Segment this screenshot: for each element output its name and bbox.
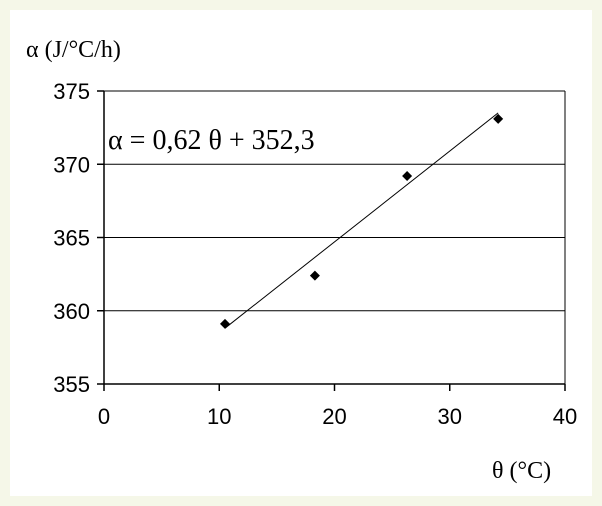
x-tick-label-4: 40 — [553, 404, 577, 429]
y-tick-label-1: 360 — [53, 299, 90, 324]
y-tick-label-3: 370 — [53, 152, 90, 177]
x-tick-label-2: 20 — [322, 404, 346, 429]
tick-labels: 355 360 365 370 375 0 10 20 30 40 — [53, 79, 577, 429]
trendline-equation: α = 0,62 θ + 352,3 — [108, 125, 315, 156]
trendline — [224, 112, 499, 329]
x-axis-label: θ (°C) — [492, 458, 551, 484]
y-axis-label: α (J/°C/h) — [26, 37, 121, 63]
x-tick-label-0: 0 — [98, 404, 110, 429]
data-points — [220, 113, 504, 329]
data-point-3 — [493, 113, 504, 124]
x-tick-label-1: 10 — [207, 404, 231, 429]
y-tick-label-2: 365 — [53, 226, 90, 251]
gridlines — [104, 90, 565, 312]
x-tick-label-3: 30 — [438, 404, 462, 429]
axes — [97, 90, 566, 391]
data-point-2 — [402, 170, 413, 181]
data-point-1 — [309, 270, 320, 281]
y-tick-label-0: 355 — [53, 372, 90, 397]
y-tick-label-4: 375 — [53, 79, 90, 104]
data-point-0 — [220, 318, 231, 329]
